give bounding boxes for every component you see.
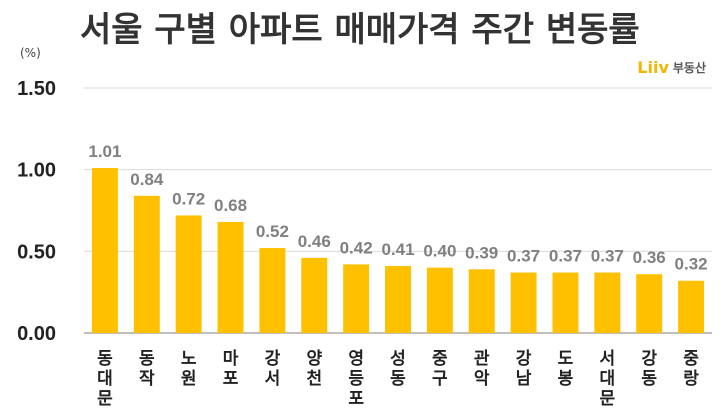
kb-liiv-logo: Liiv 부동산 xyxy=(637,58,706,77)
data-label: 0.72 xyxy=(172,189,205,208)
bar xyxy=(91,168,118,333)
bar xyxy=(510,272,537,333)
bar xyxy=(133,195,160,333)
logo-text: 부동산 xyxy=(672,61,706,75)
data-label: 0.46 xyxy=(298,232,331,251)
data-label: 1.01 xyxy=(88,142,121,161)
y-tick-label: 1.50 xyxy=(17,78,56,100)
bar xyxy=(217,221,244,333)
y-tick-label: 0.50 xyxy=(17,241,56,263)
data-label: 0.84 xyxy=(130,170,164,189)
data-label: 0.68 xyxy=(214,196,247,215)
data-label: 0.36 xyxy=(633,248,666,267)
bar xyxy=(426,267,453,333)
bar xyxy=(594,272,621,333)
bar xyxy=(301,257,328,333)
bar xyxy=(468,269,495,333)
data-label: 0.37 xyxy=(549,247,582,266)
bar xyxy=(175,215,202,333)
chart-title: 서울 구별 아파트 매매가격 주간 변동률 xyxy=(80,10,640,50)
data-label: 0.39 xyxy=(465,243,498,262)
bar xyxy=(552,272,579,333)
data-label: 0.40 xyxy=(423,242,456,261)
data-label: 0.52 xyxy=(256,222,289,241)
data-label: 0.41 xyxy=(381,240,414,259)
bar xyxy=(385,266,411,333)
data-label: 0.32 xyxy=(675,255,708,274)
y-tick-label: 0.00 xyxy=(17,323,56,345)
liiv-logo-mark: Liiv xyxy=(637,58,669,77)
data-label: 0.37 xyxy=(591,247,624,266)
data-label: 0.37 xyxy=(507,247,540,266)
bar xyxy=(678,280,705,333)
y-tick-label: 1.00 xyxy=(17,160,56,182)
bar xyxy=(259,248,286,333)
data-label: 0.42 xyxy=(340,238,373,257)
unit-label: (%) xyxy=(20,46,41,60)
bar xyxy=(636,274,663,333)
bar xyxy=(343,264,370,333)
